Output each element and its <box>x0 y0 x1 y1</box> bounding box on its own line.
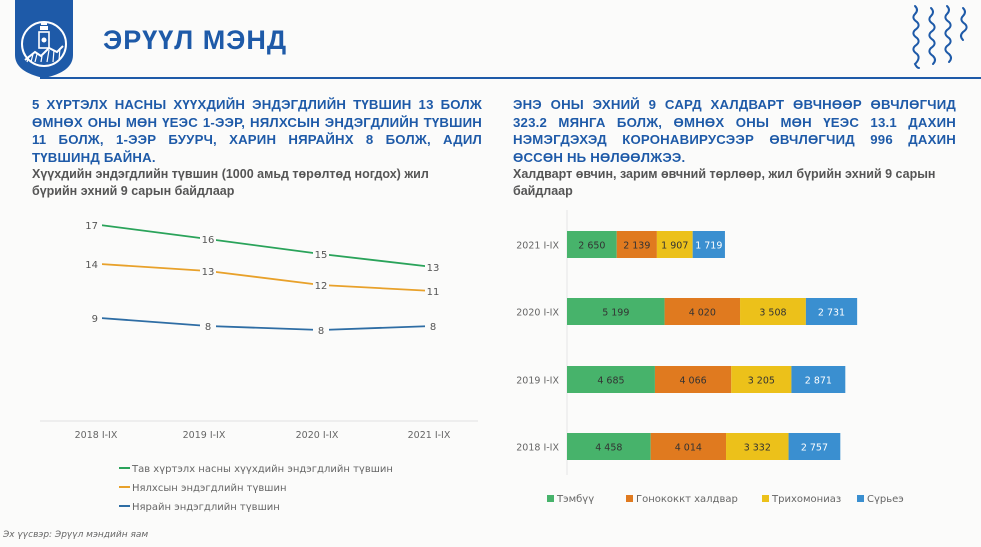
bar-value-label: 3 332 <box>744 443 771 454</box>
category-label: 2020 I-IX <box>516 308 559 319</box>
legend-swatch <box>626 495 633 502</box>
data-label: 15 <box>315 250 328 261</box>
bar-value-label: 2 139 <box>623 241 650 252</box>
bar-value-label: 3 508 <box>759 308 786 319</box>
data-label: 8 <box>205 322 211 333</box>
bar-value-label: 4 685 <box>597 376 624 387</box>
data-label: 9 <box>92 314 98 325</box>
data-label-bg <box>200 320 216 332</box>
data-label: 17 <box>85 221 98 232</box>
bar-value-label: 2 871 <box>805 376 832 387</box>
emblem-logo <box>15 0 73 78</box>
data-label: 14 <box>85 260 98 271</box>
x-tick-label: 2020 I-IX <box>296 430 339 441</box>
bar-segment <box>654 366 732 393</box>
bar-value-label: 2 757 <box>801 443 828 454</box>
source-note: Эх үүсвэр: Эрүүл мэндийн яам <box>3 530 149 540</box>
legend-label: Тэмбүү <box>556 494 594 505</box>
legend-swatch <box>547 495 554 502</box>
mongolian-script-logo <box>912 5 968 69</box>
bar-value-label: 4 020 <box>689 308 716 319</box>
bar-value-label: 1 719 <box>695 241 722 252</box>
bar-segment <box>726 433 789 460</box>
data-label: 13 <box>202 267 215 278</box>
bar-segment <box>805 298 858 325</box>
bar-segment <box>656 231 693 258</box>
series-line-2 <box>99 263 434 292</box>
line-chart-title: Хүүхдийн эндэгдлийн түвшин (1000 амьд тө… <box>32 167 429 198</box>
series-line-3 <box>99 317 434 331</box>
bar-segment <box>788 433 841 460</box>
data-label-bg <box>200 265 216 277</box>
data-label-bg <box>425 261 441 273</box>
data-label-bg <box>313 324 329 336</box>
data-label: 16 <box>202 235 215 246</box>
legend-label: Трихомониаз <box>771 494 841 505</box>
category-label: 2019 I-IX <box>516 376 559 387</box>
data-label: 8 <box>430 322 436 333</box>
line-chart: 17 16 15 13 14 13 12 11 9 8 8 8 2018 I-IX 2019 I-IX 2… <box>40 219 478 513</box>
right-headline: ЭНЭ ОНЫ ЭХНИЙ 9 САРД ХАЛДВАРТ ӨВЧНӨӨР ӨВ… <box>513 97 956 165</box>
bar-value-label: 2 650 <box>578 241 605 252</box>
page-title: ЭРҮҮЛ МЭНД <box>103 25 288 55</box>
data-label-bg <box>425 285 441 297</box>
data-label-bg <box>86 219 102 231</box>
header-divider <box>40 77 981 79</box>
legend-label: Гонококкт халдвар <box>636 494 738 505</box>
category-label: 2018 I-IX <box>516 443 559 454</box>
data-label-bg <box>313 248 329 260</box>
bar-value-label: 4 458 <box>595 443 622 454</box>
data-label-bg <box>86 312 102 324</box>
bar-segment <box>650 433 727 460</box>
bar-value-label: 5 199 <box>602 308 629 319</box>
x-tick-label: 2021 I-IX <box>408 430 451 441</box>
bar-value-label: 3 205 <box>748 376 775 387</box>
legend-label: Сүрьеэ <box>867 494 904 505</box>
data-label: 13 <box>427 263 440 274</box>
x-tick-label: 2019 I-IX <box>183 430 226 441</box>
legend-label: Нярайн эндэгдлийн түвшин <box>132 502 280 513</box>
bar-value-label: 4 066 <box>679 376 706 387</box>
bar-segment <box>731 366 792 393</box>
legend-label: Тав хүртэлх насны хүүхдийн эндэгдлийн тү… <box>131 464 393 475</box>
bar-chart: 2 650 2 139 1 907 1 719 5 199 4 020 3 508 2 731… <box>516 210 904 505</box>
data-label-bg <box>313 279 329 291</box>
bar-segment <box>567 433 651 460</box>
bar-segment <box>664 298 741 325</box>
x-tick-label: 2018 I-IX <box>75 430 118 441</box>
bar-chart-title: Халдварт өвчин, зарим өвчний төрлөөр, жи… <box>513 167 936 198</box>
series-line-1 <box>99 224 434 268</box>
data-label-bg <box>200 233 216 245</box>
data-label-bg <box>86 258 102 270</box>
legend-swatch <box>857 495 864 502</box>
data-label: 12 <box>315 281 328 292</box>
category-label: 2021 I-IX <box>516 241 559 252</box>
data-label: 11 <box>427 287 440 298</box>
bar-segment <box>567 231 617 258</box>
bar-value-label: 4 014 <box>675 443 702 454</box>
bar-segment <box>740 298 806 325</box>
left-headline: 5 ХҮРТЭЛХ НАСНЫ ХҮҮХДИЙН ЭНДЭГДЛИЙН ТҮВШ… <box>32 97 482 165</box>
legend-swatch <box>762 495 769 502</box>
data-label-bg <box>425 320 441 332</box>
legend-label: Нялхсын эндэгдлийн түвшин <box>132 483 286 494</box>
bar-segment <box>567 298 665 325</box>
bar-segment <box>692 231 725 258</box>
bar-value-label: 2 731 <box>818 308 845 319</box>
data-label: 8 <box>318 326 324 337</box>
bar-segment <box>791 366 846 393</box>
bar-segment <box>567 366 655 393</box>
bar-segment <box>616 231 657 258</box>
bar-value-label: 1 907 <box>661 241 688 252</box>
